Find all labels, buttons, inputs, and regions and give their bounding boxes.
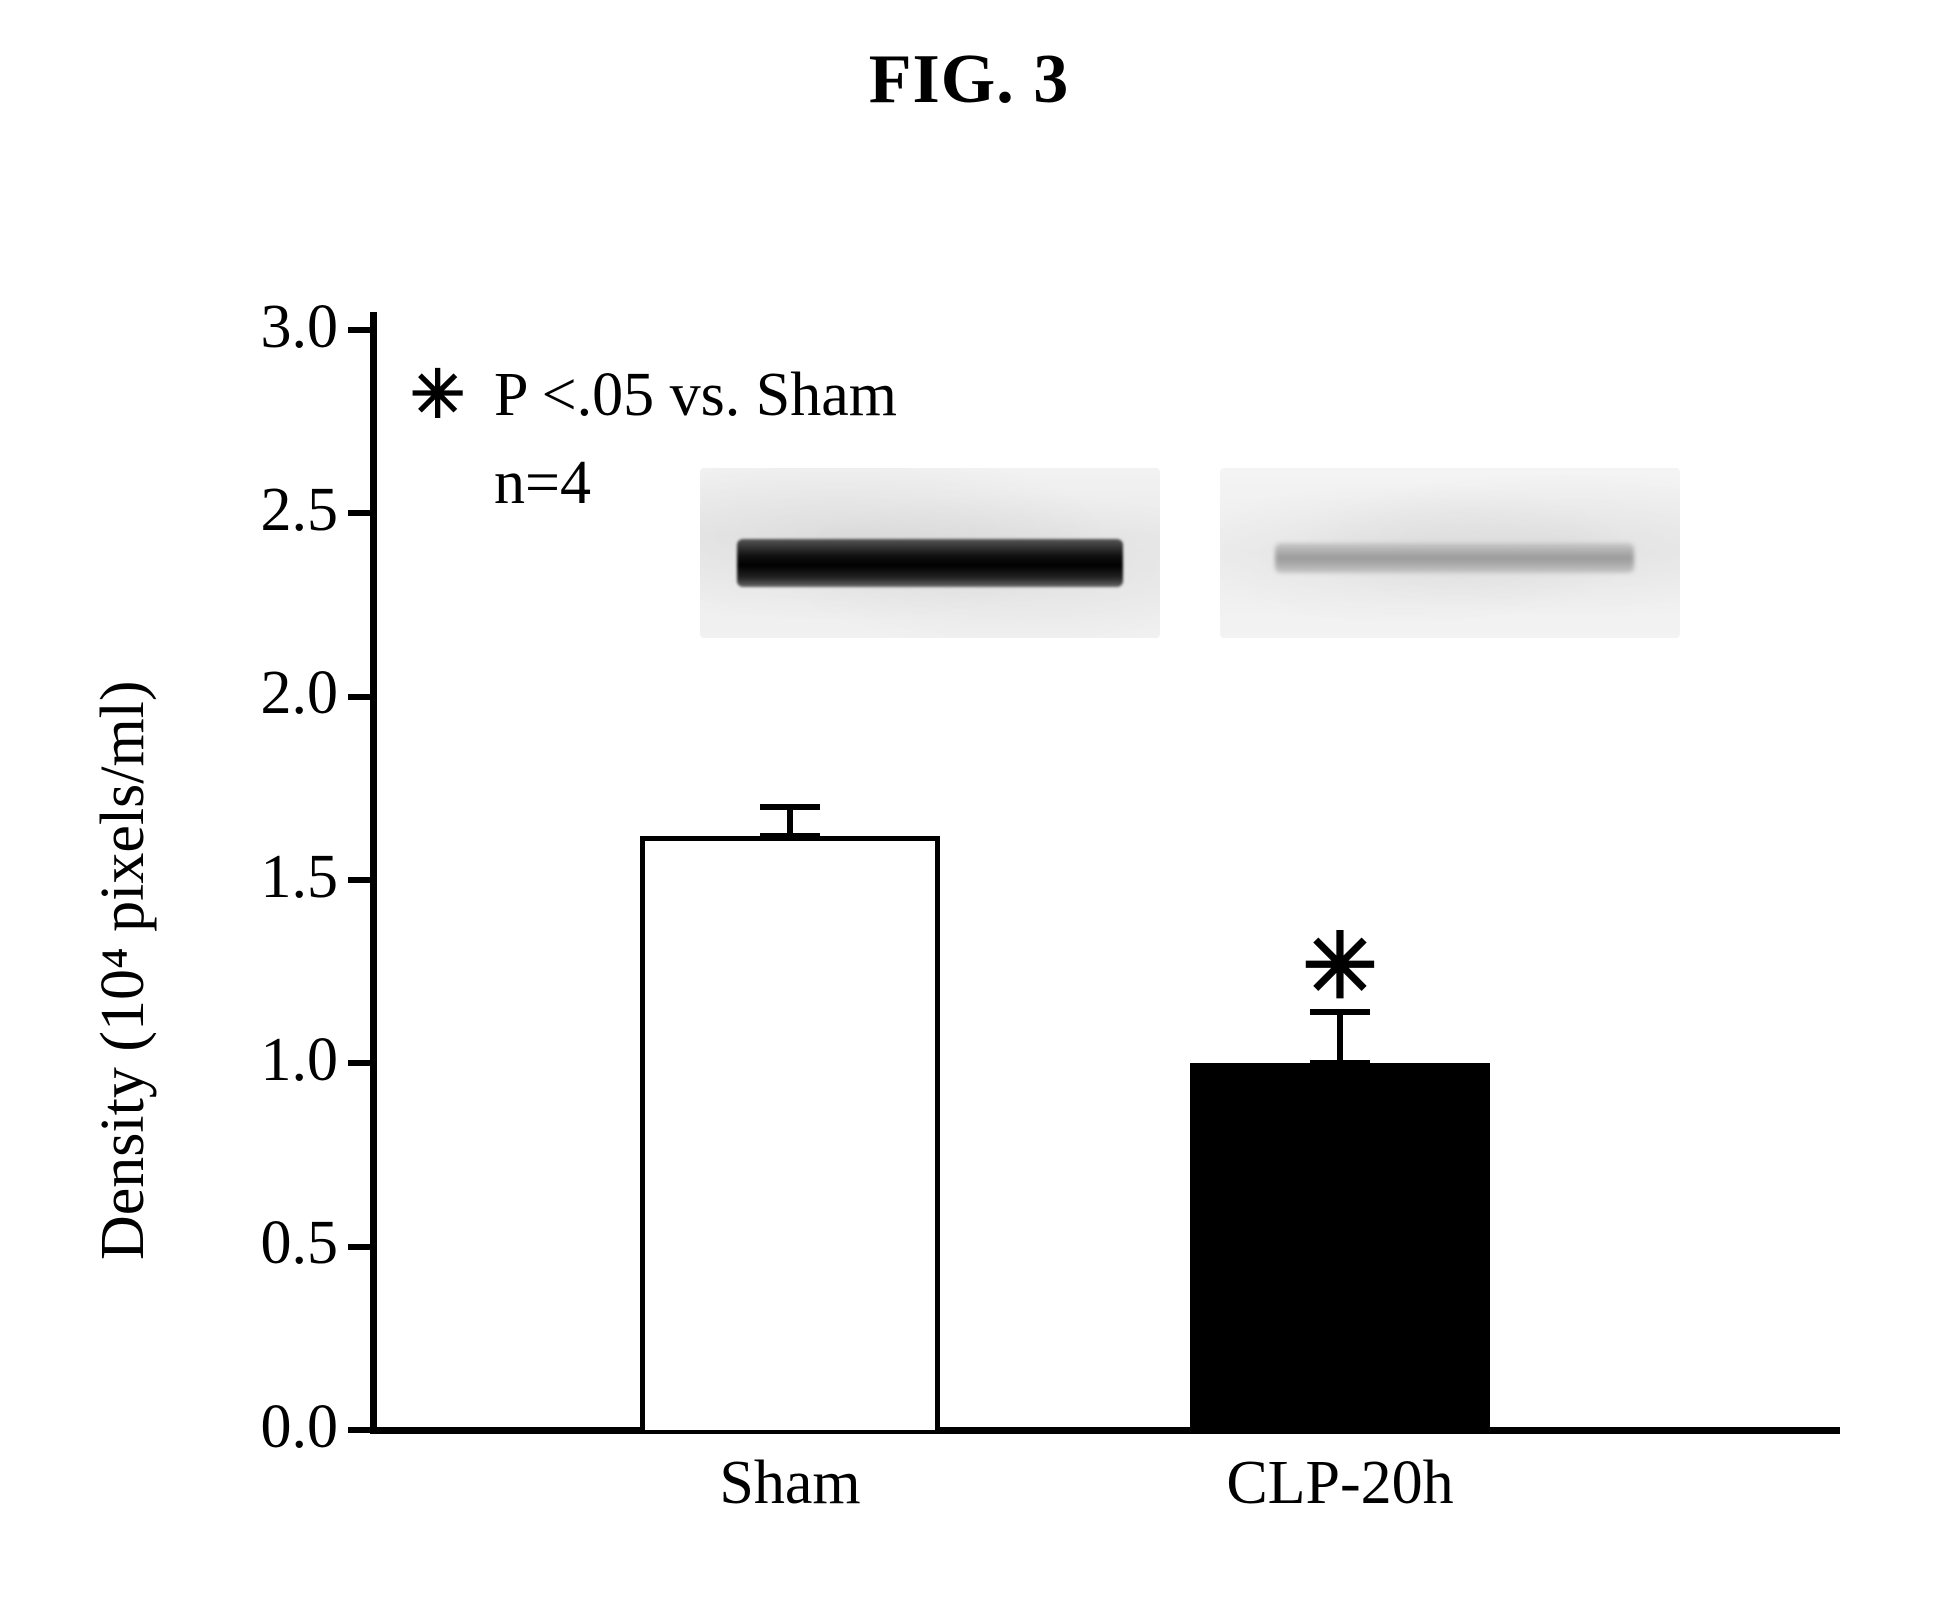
error-bar-cap — [760, 804, 820, 810]
y-tick — [348, 877, 370, 883]
error-bar-cap — [1310, 1060, 1370, 1066]
bar-sham — [640, 836, 940, 1430]
legend-asterisk-icon: ✳ — [410, 356, 465, 434]
blot-band-sham — [737, 539, 1123, 587]
y-tick — [348, 510, 370, 516]
y-tick — [348, 1427, 370, 1433]
bar-clp-20h — [1190, 1063, 1490, 1430]
error-bar-cap — [760, 833, 820, 839]
y-tick — [348, 1060, 370, 1066]
error-bar — [1337, 1012, 1343, 1063]
y-tick-label: 1.5 — [198, 842, 338, 913]
western-blot-clp — [1220, 468, 1680, 638]
x-tick-label: CLP-20h — [1090, 1448, 1590, 1519]
y-tick-label: 3.0 — [198, 292, 338, 363]
error-bar — [787, 807, 793, 836]
y-axis-label: Density (10⁴ pixels/ml) — [88, 500, 159, 1260]
x-axis-line — [370, 1427, 1840, 1434]
y-tick — [348, 694, 370, 700]
western-blot-sham — [700, 468, 1160, 638]
figure-title: FIG. 3 — [0, 40, 1938, 120]
blot-band-clp — [1275, 543, 1634, 574]
y-tick-label: 2.5 — [198, 475, 338, 546]
legend-line-1: P <.05 vs. Sham — [494, 360, 897, 431]
significance-marker: ✳ — [1280, 914, 1400, 1019]
y-axis-line — [370, 312, 377, 1430]
y-tick-label: 2.0 — [198, 658, 338, 729]
x-tick-label: Sham — [540, 1448, 1040, 1519]
y-tick — [348, 1244, 370, 1250]
legend-line-2: n=4 — [494, 448, 591, 519]
figure-container: FIG. 3 Density (10⁴ pixels/ml) ✳ P <.05 … — [0, 0, 1938, 1620]
y-tick — [348, 327, 370, 333]
y-tick-label: 0.0 — [198, 1392, 338, 1463]
y-tick-label: 0.5 — [198, 1208, 338, 1279]
y-tick-label: 1.0 — [198, 1025, 338, 1096]
